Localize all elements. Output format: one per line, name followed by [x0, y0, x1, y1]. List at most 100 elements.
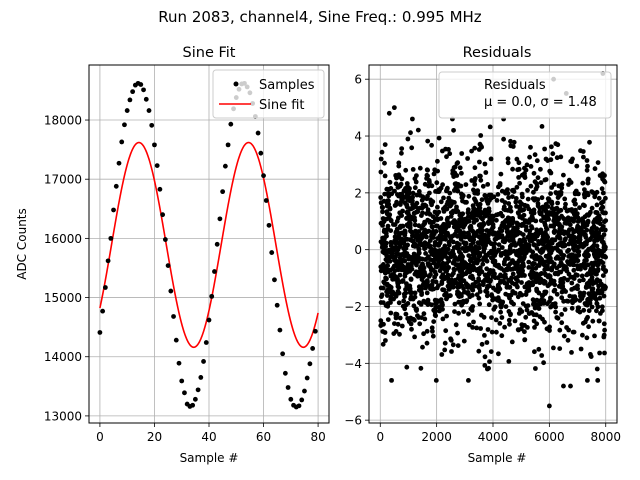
residual-point: [584, 158, 590, 163]
residual-point: [596, 262, 601, 267]
residual-point: [543, 177, 549, 182]
sample-point: [168, 288, 174, 294]
residual-point: [498, 278, 503, 284]
residual-point: [574, 263, 580, 268]
residual-point: [429, 142, 434, 148]
residual-point: [472, 182, 478, 187]
sample-point: [152, 142, 157, 148]
residual-outlier-point: [594, 366, 600, 372]
residual-point: [492, 241, 498, 247]
residual-point: [399, 267, 405, 273]
residual-point: [410, 233, 416, 238]
residual-point: [598, 251, 604, 256]
residual-point: [537, 314, 543, 320]
residual-point: [542, 271, 548, 277]
residual-point: [450, 342, 456, 348]
residual-point: [382, 330, 388, 335]
residual-point: [513, 282, 519, 287]
residual-point: [384, 251, 389, 256]
residual-point: [470, 252, 476, 258]
residual-point: [429, 282, 435, 288]
residual-point: [406, 189, 412, 194]
residual-point: [586, 324, 591, 330]
residual-point: [379, 264, 384, 270]
residual-point: [516, 273, 522, 279]
residual-point: [506, 359, 512, 364]
residual-point: [446, 285, 452, 291]
residual-point: [451, 266, 457, 272]
residual-point: [478, 235, 484, 241]
residuals-xlabel: Sample #: [468, 451, 527, 465]
residual-point: [429, 325, 435, 331]
residual-point: [397, 315, 403, 321]
residual-point: [387, 212, 393, 218]
residual-point: [509, 299, 514, 305]
residual-point: [387, 179, 393, 185]
sample-point: [182, 390, 187, 396]
residual-point: [517, 199, 523, 205]
residual-point: [430, 333, 436, 339]
residual-point: [506, 201, 512, 206]
residual-point: [381, 279, 387, 285]
residual-point: [492, 296, 497, 302]
residual-point: [594, 252, 599, 258]
residual-point: [490, 256, 495, 262]
residual-point: [482, 161, 488, 167]
residual-point: [511, 139, 517, 145]
residual-outlier-point: [391, 105, 397, 111]
residual-point: [532, 256, 538, 262]
residual-point: [402, 200, 408, 206]
residual-point: [396, 233, 402, 239]
residual-point: [574, 211, 580, 217]
sample-point: [214, 241, 220, 247]
residual-point: [603, 195, 608, 201]
residual-point: [437, 187, 442, 193]
residual-point: [395, 280, 400, 286]
residual-point: [446, 239, 452, 245]
residual-point: [570, 259, 576, 265]
residual-point: [462, 260, 467, 266]
residual-point: [471, 213, 477, 219]
residual-point: [434, 298, 440, 304]
residual-point: [508, 208, 514, 214]
residual-point: [467, 225, 473, 230]
residual-point: [405, 136, 411, 142]
residual-point: [532, 232, 538, 237]
residual-point: [491, 245, 497, 251]
residual-point: [597, 350, 602, 356]
residual-point: [425, 209, 431, 215]
residual-point: [509, 339, 515, 345]
residual-point: [459, 151, 465, 156]
residual-point: [589, 275, 595, 280]
residual-point: [457, 277, 463, 283]
residual-point: [469, 286, 475, 292]
residual-point: [425, 138, 431, 144]
residual-point: [528, 164, 534, 169]
residual-point: [546, 242, 551, 248]
residual-point: [455, 188, 460, 194]
residual-outlier-point: [546, 403, 552, 409]
residuals-ytick-label: 0: [354, 243, 362, 257]
residual-point: [493, 317, 499, 323]
residual-point: [594, 202, 600, 208]
residuals-xtick-label: 0: [376, 430, 384, 444]
sample-point: [209, 293, 215, 299]
residual-point: [405, 269, 411, 274]
sine-fit-marks: [97, 80, 319, 410]
residual-point: [470, 325, 475, 330]
residual-point: [483, 195, 489, 201]
residual-point: [520, 194, 525, 200]
residual-point: [561, 231, 567, 237]
residual-point: [446, 265, 452, 270]
residual-point: [431, 219, 436, 225]
residual-point: [484, 340, 490, 345]
residual-point: [551, 230, 557, 236]
residual-point: [557, 263, 562, 269]
residual-point: [396, 193, 401, 199]
residual-point: [524, 162, 530, 168]
residual-point: [536, 346, 542, 352]
residual-point: [512, 290, 518, 296]
residual-point: [430, 267, 436, 273]
residual-point: [526, 243, 532, 249]
residual-point: [502, 272, 508, 277]
